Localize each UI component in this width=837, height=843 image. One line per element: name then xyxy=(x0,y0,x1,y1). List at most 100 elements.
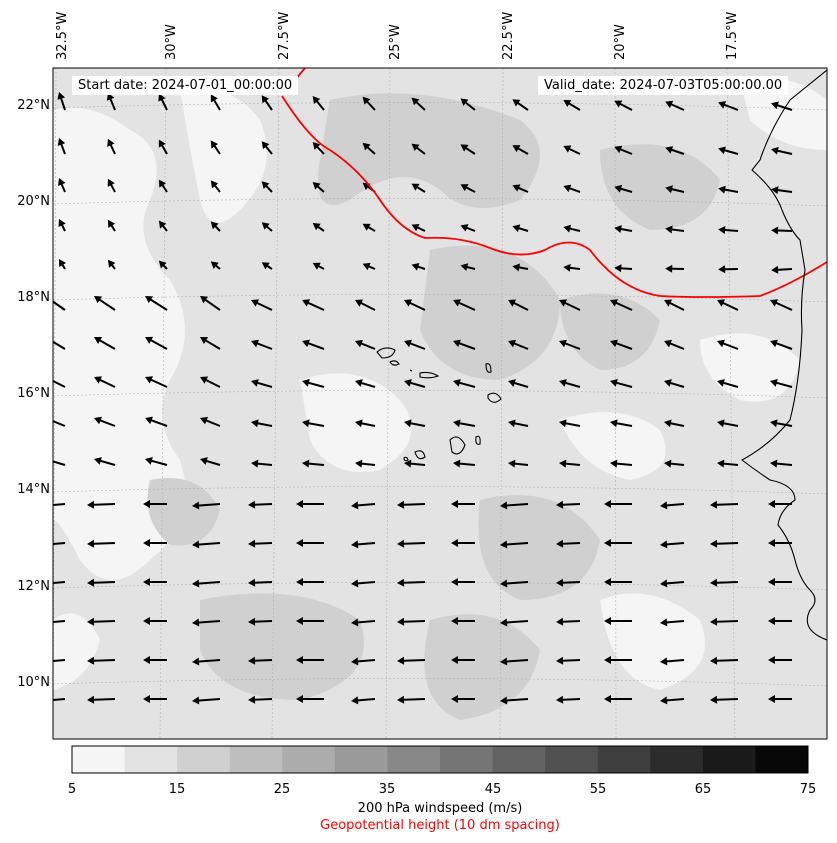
wind-vector-arrow xyxy=(508,299,529,311)
wind-vector-arrow xyxy=(710,500,739,509)
wind-vector-arrow xyxy=(770,459,793,468)
wind-vector-arrow xyxy=(500,696,529,705)
wind-vector-arrow xyxy=(453,378,476,388)
wind-vector-arrow xyxy=(107,138,116,155)
wind-vector-arrow xyxy=(664,419,685,428)
wind-vector-arrow xyxy=(355,299,376,311)
wind-vector-arrow xyxy=(143,695,167,703)
lon-label-27-5w: 27.5°W xyxy=(277,11,292,60)
wind-vector-arrow xyxy=(261,262,273,270)
colorbar-swatch xyxy=(492,746,546,773)
wind-vector-arrow xyxy=(665,146,685,155)
wind-vector-arrow xyxy=(614,184,633,193)
wind-vector-arrow xyxy=(556,656,581,665)
wind-vector-arrow xyxy=(771,101,793,111)
wind-vector-arrow xyxy=(351,657,376,666)
wind-vector-arrow xyxy=(512,224,529,233)
wind-vector-arrow xyxy=(210,180,221,193)
wind-vector-arrow xyxy=(508,379,529,388)
wind-vector-arrow xyxy=(660,696,685,705)
wind-vector-arrow xyxy=(717,419,739,428)
wind-vector-arrow xyxy=(94,416,116,427)
wind-vector-arrow xyxy=(508,419,529,428)
wind-vector-arrow xyxy=(768,617,792,625)
wind-vector-arrow xyxy=(717,299,739,311)
wind-vector-arrow xyxy=(665,185,685,194)
colorbar-tick-15: 15 xyxy=(168,782,186,797)
wind-vector-arrow xyxy=(302,339,325,350)
colorbar-sublabel: Geopotential height (10 dm spacing) xyxy=(320,818,560,833)
colorbar-swatch xyxy=(440,746,494,773)
wind-vector-arrow xyxy=(604,539,632,547)
geopotential-height-contour xyxy=(281,95,827,298)
wind-vector-arrow xyxy=(614,225,633,233)
wind-vector-arrow xyxy=(451,500,475,508)
wind-vector-arrow xyxy=(610,339,633,350)
wind-vector-arrow xyxy=(261,141,273,155)
colorbar-swatch xyxy=(702,746,756,773)
wind-vector-arrow xyxy=(512,145,529,155)
wind-vector-arrow xyxy=(771,186,793,195)
wind-vector-arrow xyxy=(261,222,273,232)
wind-vector-arrow xyxy=(500,501,529,510)
lon-label-32-5w: 32.5°W xyxy=(55,11,70,60)
colorbar-swatch xyxy=(545,746,599,773)
wind-vector-arrow xyxy=(302,459,325,468)
map-frame xyxy=(52,67,828,740)
wind-vector-arrow xyxy=(404,459,426,468)
wind-vector-arrow xyxy=(362,223,376,232)
wind-vector-arrow xyxy=(296,617,324,625)
lon-label-22-5w: 22.5°W xyxy=(501,11,516,60)
wind-vector-arrow xyxy=(556,695,581,704)
wind-vector-arrow xyxy=(53,503,66,507)
wind-vector-arrow xyxy=(145,376,168,388)
wind-vector-arrow xyxy=(251,379,273,388)
colorbar-tick-5: 5 xyxy=(67,782,77,797)
wind-vector-arrow xyxy=(200,457,221,466)
wind-vector-arrow xyxy=(404,419,426,428)
wind-vector-arrow xyxy=(94,376,116,388)
wind-vector-arrow xyxy=(355,379,376,388)
colorbar-swatch xyxy=(650,746,704,773)
lat-label-18n: 18°N xyxy=(17,290,50,305)
wind-vector-arrow xyxy=(397,539,426,548)
lon-label-25w: 25°W xyxy=(388,24,403,60)
wind-vector-arrow xyxy=(94,296,116,311)
wind-vector-arrow xyxy=(718,146,739,155)
colorbar-swatch xyxy=(387,746,441,773)
wind-vector-arrow xyxy=(94,337,116,350)
wind-vector-arrow xyxy=(312,223,325,232)
wind-vector-arrow xyxy=(512,99,529,111)
wind-vector-arrow xyxy=(53,659,66,663)
wind-vector-arrow xyxy=(718,265,739,274)
wind-vector-arrow xyxy=(251,459,273,468)
wind-vector-arrow xyxy=(296,656,324,664)
wind-vector-arrow xyxy=(143,539,167,547)
wind-vector-arrow xyxy=(351,501,376,510)
wind-vector-arrow xyxy=(453,419,476,428)
windspeed-shading-mid xyxy=(147,93,720,720)
wind-vector-arrow xyxy=(710,539,739,548)
wind-vector-arrow xyxy=(614,264,633,273)
wind-vector-arrow xyxy=(559,459,581,468)
wind-vector-arrow xyxy=(192,540,221,549)
wind-vector-arrow xyxy=(710,578,739,587)
wind-vector-arrow xyxy=(248,656,273,665)
wind-vector-arrow xyxy=(200,376,221,388)
wind-vector-arrow xyxy=(404,379,426,388)
wind-vector-arrow xyxy=(610,419,633,428)
wind-vector-arrow xyxy=(660,657,685,666)
wind-vector-arrow xyxy=(251,299,273,311)
wind-vector-arrow xyxy=(158,179,168,193)
wind-vector-arrow xyxy=(604,656,632,664)
lon-label-17-5w: 17.5°W xyxy=(725,11,740,60)
wind-vector-arrow xyxy=(251,419,273,428)
wind-vector-arrow xyxy=(210,221,221,232)
wind-vector-arrow xyxy=(355,459,376,468)
wind-vector-arrow xyxy=(660,579,685,588)
wind-vector-arrow xyxy=(210,94,221,111)
lat-label-16n: 16°N xyxy=(17,386,50,401)
wind-vector-arrow xyxy=(604,500,632,508)
wind-vector-arrow xyxy=(145,296,168,311)
